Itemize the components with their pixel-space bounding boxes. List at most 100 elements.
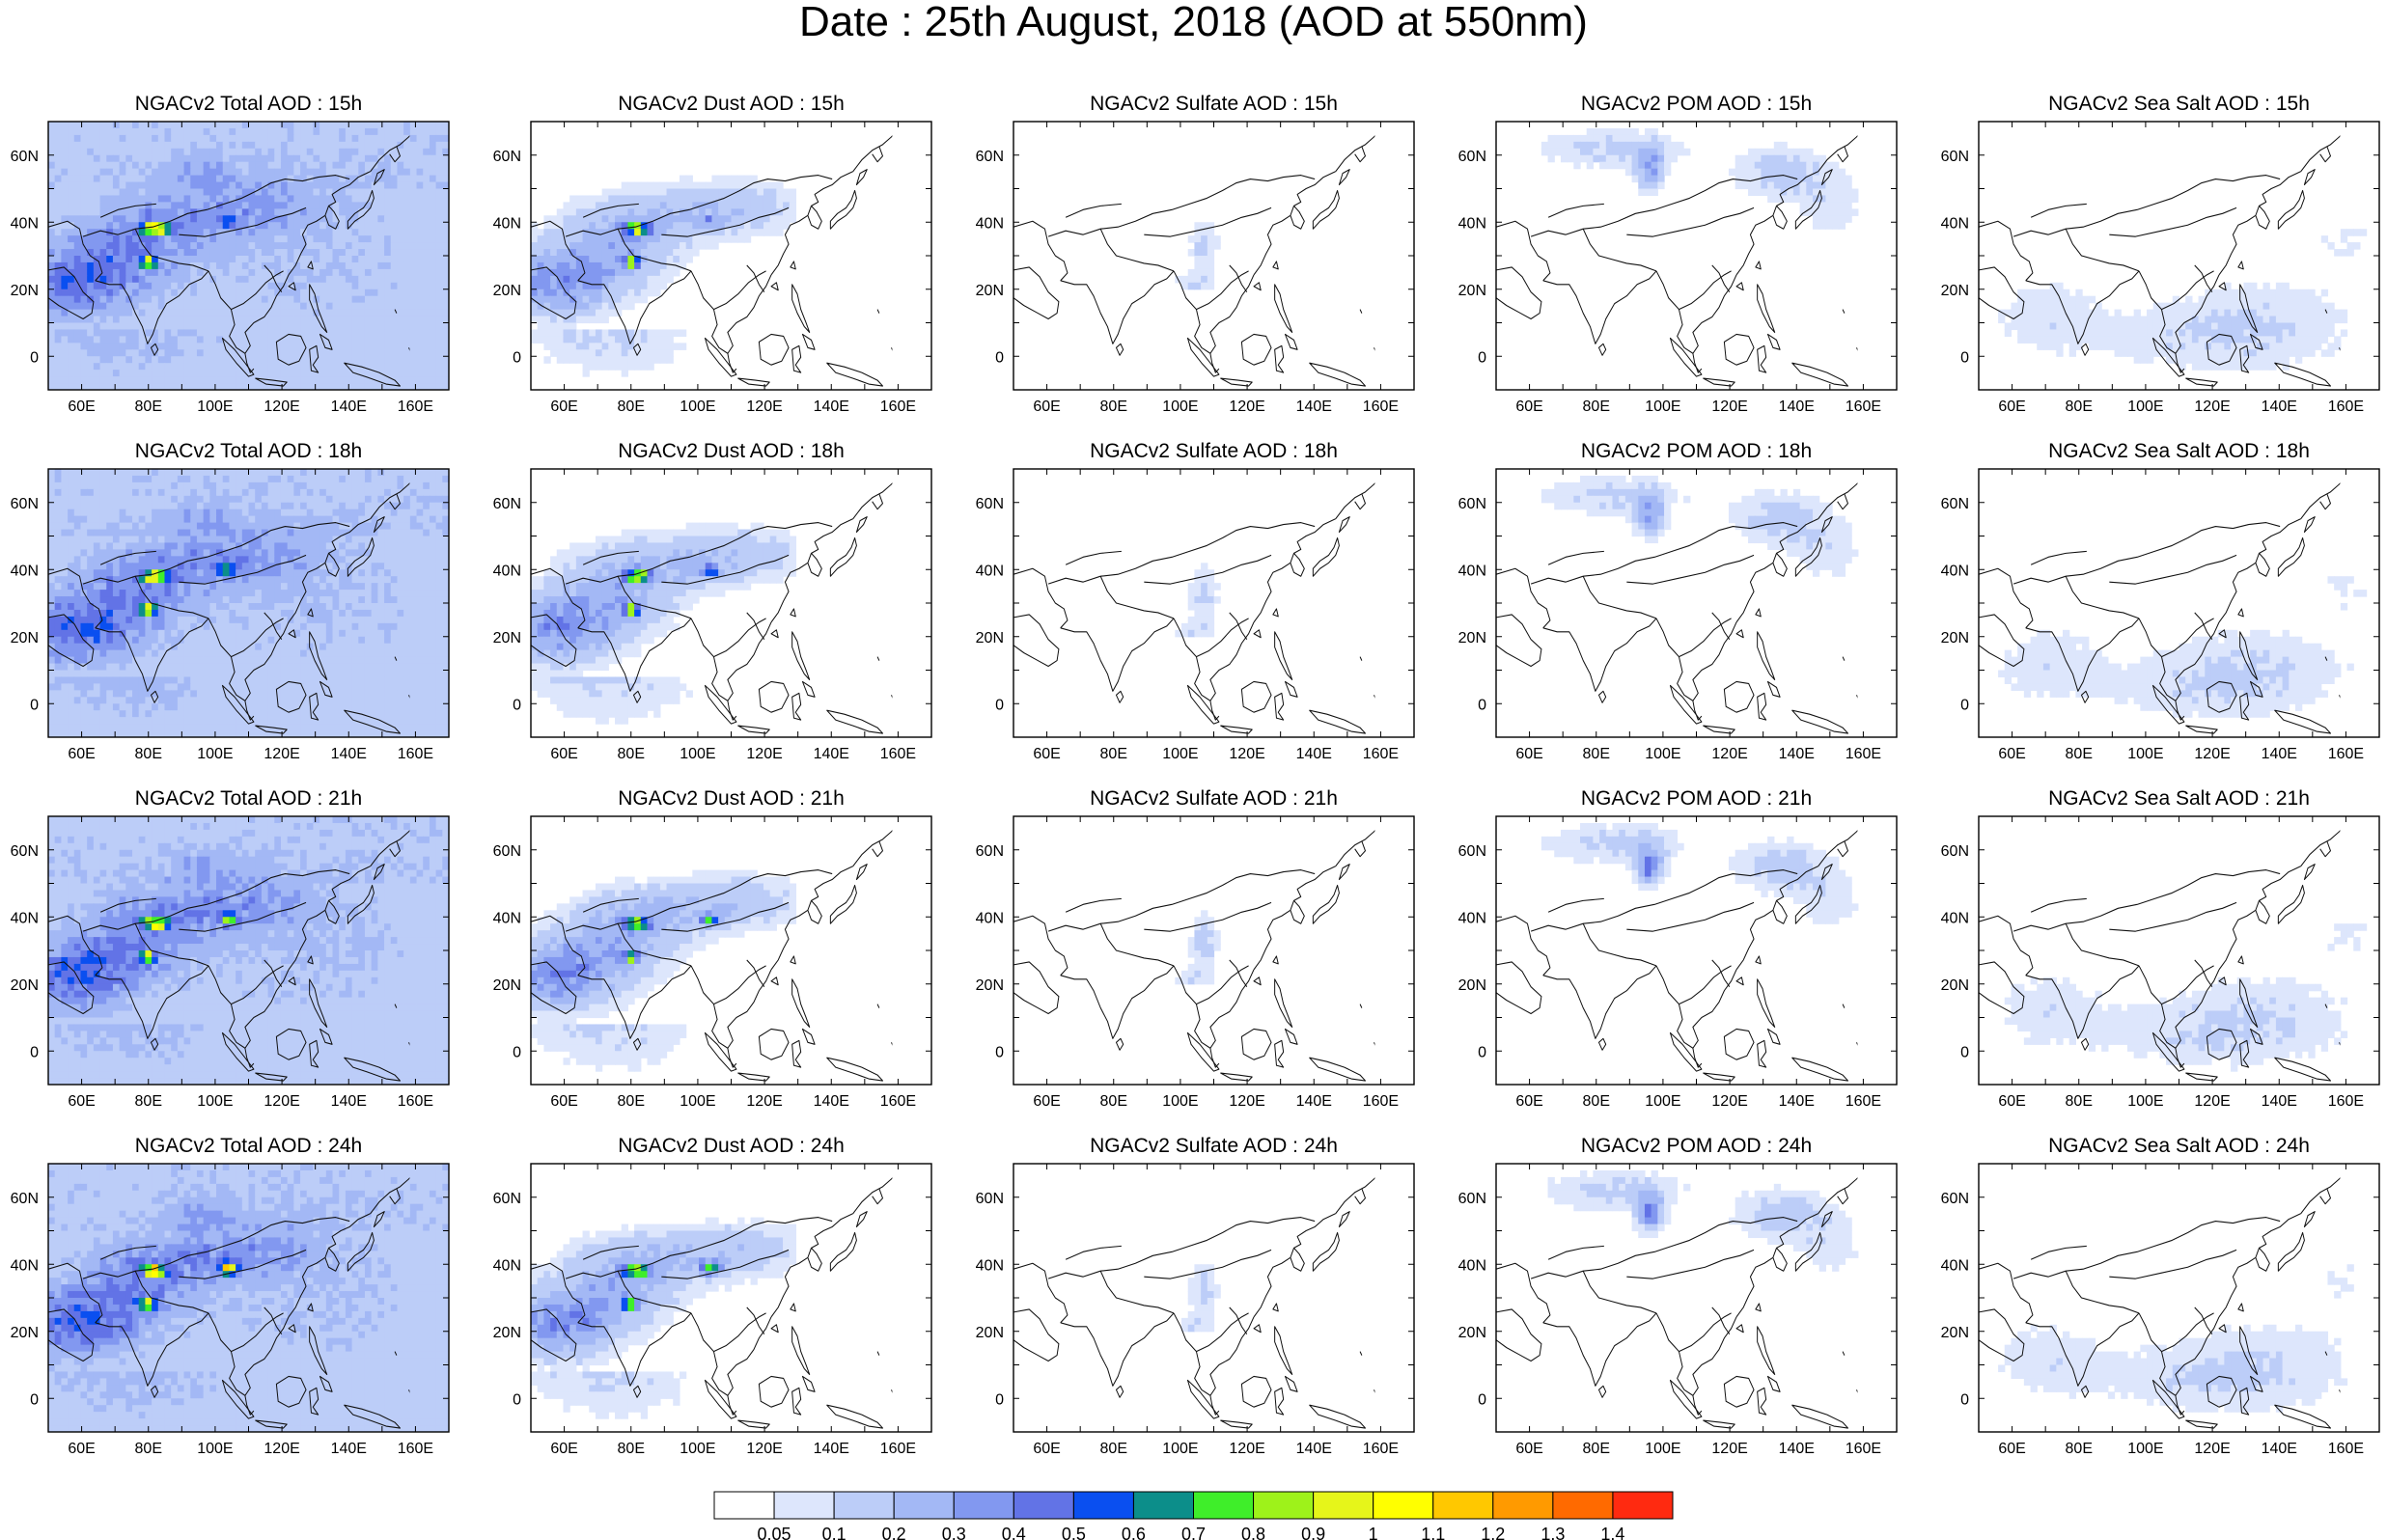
x-tick-label: 140E	[814, 399, 849, 415]
y-tick-label: 0	[995, 349, 1004, 366]
x-tick-label: 80E	[618, 746, 645, 762]
y-tick-label: 60N	[1458, 496, 1486, 512]
colorbar-label: 1.4	[1600, 1525, 1624, 1540]
y-tick-label: 60N	[1941, 149, 1969, 165]
x-tick-label: 60E	[1998, 746, 2025, 762]
colorbar-box	[1072, 1491, 1134, 1520]
panel-title: NGACv2 Dust AOD : 18h	[618, 440, 845, 462]
x-tick-label: 80E	[1100, 1441, 1127, 1457]
x-tick-label: 100E	[2127, 1441, 2163, 1457]
x-tick-label: 100E	[1162, 1093, 1198, 1110]
x-tick-label: 140E	[814, 746, 849, 762]
y-tick-label: 60N	[493, 843, 521, 860]
colorbar-label: 1.2	[1481, 1525, 1505, 1540]
colorbar-label: 0.2	[882, 1525, 906, 1540]
y-tick-label: 40N	[1941, 215, 1969, 232]
y-tick-label: 60N	[493, 149, 521, 165]
map-panel-r0-c4: 60E 80E 100E 120E 140E 160E 0 20N 40N 60N NGACv2 S…	[1941, 93, 2380, 415]
panel-title: NGACv2 Total AOD : 24h	[135, 1135, 362, 1157]
x-tick-label: 140E	[814, 1093, 849, 1110]
x-tick-label: 140E	[1779, 1441, 1815, 1457]
aod-field	[48, 816, 449, 1085]
x-tick-label: 140E	[331, 746, 367, 762]
y-tick-label: 0	[1478, 1391, 1486, 1408]
x-tick-label: 120E	[746, 1441, 782, 1457]
aod-field	[1998, 576, 2368, 718]
y-tick-label: 60N	[11, 149, 39, 165]
colorbar-box	[953, 1491, 1014, 1520]
y-tick-label: 40N	[493, 1257, 521, 1274]
y-tick-label: 60N	[1941, 496, 1969, 512]
y-tick-label: 0	[995, 1391, 1004, 1408]
map-panel-r1-c1: 60E 80E 100E 120E 140E 160E 0 20N 40N 60N NGACv2 D…	[493, 440, 932, 762]
x-tick-label: 160E	[1363, 746, 1399, 762]
aod-field	[1998, 229, 2368, 371]
y-tick-label: 20N	[493, 977, 521, 994]
x-tick-label: 100E	[680, 1093, 715, 1110]
x-tick-label: 140E	[2262, 746, 2297, 762]
y-tick-label: 60N	[11, 843, 39, 860]
x-tick-label: 120E	[1711, 1441, 1747, 1457]
x-tick-label: 120E	[264, 1441, 299, 1457]
panel-title: NGACv2 Total AOD : 21h	[135, 787, 362, 810]
panel-title: NGACv2 Dust AOD : 24h	[618, 1135, 845, 1157]
x-tick-label: 60E	[550, 746, 577, 762]
panel-title: NGACv2 Sulfate AOD : 15h	[1090, 93, 1338, 115]
x-tick-label: 120E	[264, 1093, 299, 1110]
colorbar-box	[1132, 1491, 1194, 1520]
map-panel-r1-c2: 60E 80E 100E 120E 140E 160E 0 20N 40N 60N NGACv2 S…	[976, 440, 1415, 762]
x-tick-label: 140E	[331, 1441, 367, 1457]
y-tick-label: 0	[513, 1391, 521, 1408]
figure-title: Date : 25th August, 2018 (AOD at 550nm)	[799, 0, 1588, 45]
y-tick-label: 40N	[976, 563, 1004, 579]
x-tick-label: 120E	[2194, 1093, 2230, 1110]
x-tick-label: 80E	[618, 399, 645, 415]
map-panel-r0-c1: 60E 80E 100E 120E 140E 160E 0 20N 40N 60N NGACv2 D…	[493, 93, 932, 415]
x-tick-label: 120E	[1711, 399, 1747, 415]
x-tick-label: 100E	[1645, 746, 1680, 762]
x-tick-label: 60E	[1998, 399, 2025, 415]
y-tick-label: 60N	[1458, 843, 1486, 860]
x-tick-label: 60E	[1515, 1441, 1542, 1457]
y-tick-label: 0	[1478, 697, 1486, 713]
y-tick-label: 20N	[493, 283, 521, 299]
y-tick-label: 60N	[1941, 843, 1969, 860]
colorbar-box	[893, 1491, 955, 1520]
y-tick-label: 20N	[976, 630, 1004, 646]
aod-field	[1175, 910, 1221, 985]
colorbar-box	[1552, 1491, 1614, 1520]
panel-title: NGACv2 POM AOD : 15h	[1581, 93, 1812, 115]
panel-title: NGACv2 Total AOD : 15h	[135, 93, 362, 115]
y-tick-label: 0	[995, 697, 1004, 713]
y-tick-label: 0	[1478, 1044, 1486, 1060]
map-panel-r0-c0: 60E 80E 100E 120E 140E 160E 0 20N 40N 60N NGACv2 T…	[11, 93, 450, 415]
x-tick-label: 120E	[264, 746, 299, 762]
x-tick-label: 100E	[197, 1093, 233, 1110]
y-tick-label: 40N	[1458, 1257, 1486, 1274]
x-tick-label: 140E	[331, 1093, 367, 1110]
x-tick-label: 80E	[1583, 399, 1610, 415]
y-tick-label: 0	[30, 349, 39, 366]
x-tick-label: 120E	[2194, 746, 2230, 762]
panel-title: NGACv2 Sea Salt AOD : 21h	[2048, 787, 2310, 810]
x-tick-label: 60E	[68, 1441, 95, 1457]
y-tick-label: 20N	[976, 977, 1004, 994]
x-tick-label: 160E	[1363, 1441, 1399, 1457]
x-tick-label: 80E	[135, 1441, 162, 1457]
colorbar-label: 0.1	[822, 1525, 847, 1540]
panel-title: NGACv2 POM AOD : 24h	[1581, 1135, 1812, 1157]
aod-field	[1540, 127, 1859, 230]
x-tick-label: 160E	[1363, 1093, 1399, 1110]
y-tick-label: 60N	[11, 1191, 39, 1207]
y-tick-label: 40N	[1458, 910, 1486, 926]
x-tick-label: 120E	[1711, 1093, 1747, 1110]
x-tick-label: 120E	[264, 399, 299, 415]
x-tick-label: 100E	[197, 1441, 233, 1457]
x-tick-label: 140E	[2262, 1441, 2297, 1457]
colorbar-box	[1253, 1491, 1315, 1520]
x-tick-label: 120E	[2194, 399, 2230, 415]
x-tick-label: 80E	[618, 1093, 645, 1110]
x-tick-label: 140E	[331, 399, 367, 415]
y-tick-label: 40N	[493, 563, 521, 579]
x-tick-label: 140E	[1779, 399, 1815, 415]
